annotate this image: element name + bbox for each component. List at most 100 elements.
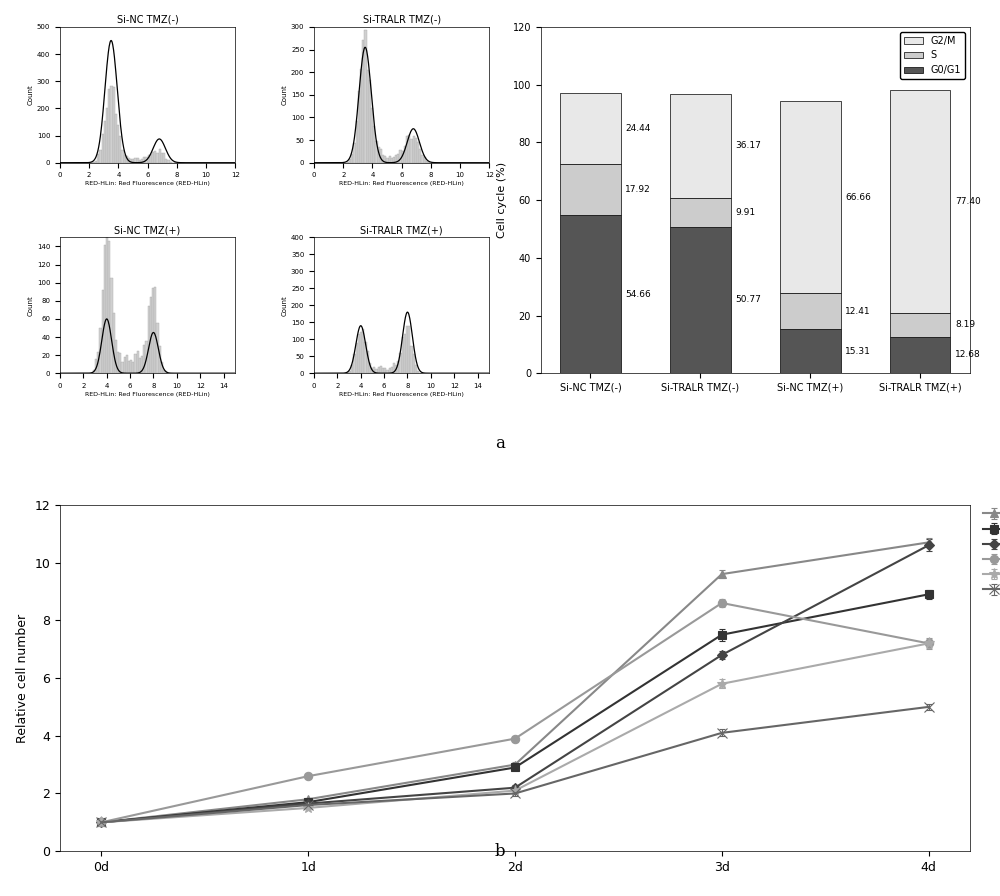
Bar	[360, 69, 362, 163]
Bar	[386, 158, 389, 163]
Bar	[141, 159, 143, 163]
Text: 66.66: 66.66	[845, 193, 871, 202]
Bar	[150, 297, 152, 374]
Bar	[406, 325, 408, 374]
Bar	[121, 150, 124, 163]
Bar	[97, 351, 99, 374]
Bar	[386, 370, 389, 374]
Bar	[413, 354, 415, 374]
Bar	[93, 370, 95, 374]
Bar	[426, 161, 428, 163]
Bar	[104, 121, 106, 163]
Bar	[134, 158, 137, 163]
Bar	[404, 334, 406, 374]
Bar	[128, 361, 130, 374]
Bar	[163, 153, 165, 163]
Bar	[156, 323, 159, 374]
Bar	[364, 341, 367, 374]
Bar	[408, 325, 410, 374]
Bar	[384, 368, 386, 374]
Bar	[369, 363, 371, 374]
Bar	[130, 159, 132, 163]
Bar	[99, 328, 102, 374]
Bar	[395, 154, 397, 163]
Bar	[143, 345, 145, 374]
Bar	[139, 358, 141, 374]
Bar	[393, 364, 395, 374]
Bar	[375, 369, 378, 374]
Y-axis label: Relative cell number: Relative cell number	[16, 614, 29, 743]
Text: 12.41: 12.41	[845, 306, 871, 315]
Bar	[399, 352, 402, 374]
Bar	[402, 151, 404, 163]
Bar	[382, 368, 384, 374]
Bar	[417, 371, 419, 374]
Bar	[415, 138, 417, 163]
Bar	[367, 71, 369, 163]
Bar	[152, 289, 154, 374]
Bar	[113, 87, 115, 163]
Bar	[126, 156, 128, 163]
Y-axis label: Count: Count	[28, 84, 34, 105]
Bar	[351, 153, 353, 163]
Bar	[384, 156, 386, 163]
Bar	[113, 313, 115, 374]
Bar	[128, 158, 130, 163]
Bar	[119, 353, 121, 374]
Bar	[417, 142, 419, 163]
X-axis label: RED-HLin: Red Fluorescence (RED-HLin): RED-HLin: Red Fluorescence (RED-HLin)	[85, 181, 210, 186]
Text: 12.68: 12.68	[955, 350, 981, 359]
Text: 36.17: 36.17	[735, 142, 761, 151]
Bar	[148, 306, 150, 374]
Text: 50.77: 50.77	[735, 296, 761, 305]
Bar	[95, 358, 97, 374]
Bar	[670, 198, 731, 227]
Bar	[397, 154, 399, 163]
Bar	[890, 90, 950, 313]
Legend: G2/M, S, G0/G1: G2/M, S, G0/G1	[900, 31, 965, 79]
Y-axis label: Count: Count	[282, 295, 288, 315]
Bar	[358, 334, 360, 374]
Bar	[393, 158, 395, 163]
Bar	[890, 313, 950, 337]
Bar	[150, 154, 152, 163]
Bar	[353, 354, 356, 374]
Bar	[395, 366, 397, 374]
X-axis label: RED-HLin: Red Fluorescence (RED-HLin): RED-HLin: Red Fluorescence (RED-HLin)	[85, 392, 210, 397]
Bar	[380, 149, 382, 163]
Bar	[106, 228, 108, 374]
Bar	[154, 151, 156, 163]
Bar	[132, 159, 134, 163]
Bar	[167, 160, 170, 163]
Bar	[148, 154, 150, 163]
Bar	[382, 156, 384, 163]
Text: 9.91: 9.91	[735, 208, 755, 217]
Bar	[106, 108, 108, 163]
Bar	[110, 278, 113, 374]
Bar	[119, 136, 121, 163]
Bar	[780, 293, 841, 329]
Bar	[380, 366, 382, 374]
Bar	[378, 147, 380, 163]
X-axis label: RED-HLin: Red Fluorescence (RED-HLin): RED-HLin: Red Fluorescence (RED-HLin)	[339, 392, 464, 397]
Bar	[143, 158, 145, 163]
Bar	[104, 245, 106, 374]
Bar	[126, 355, 128, 374]
Bar	[399, 151, 402, 163]
Text: 77.40: 77.40	[955, 197, 981, 206]
Bar	[362, 40, 364, 163]
Bar	[375, 141, 378, 163]
Bar	[165, 371, 167, 374]
Bar	[410, 139, 413, 163]
Bar	[391, 366, 393, 374]
Bar	[95, 160, 97, 163]
Bar	[419, 149, 421, 163]
Text: b: b	[495, 843, 505, 860]
Bar	[159, 149, 161, 163]
X-axis label: RED-HLin: Red Fluorescence (RED-HLin): RED-HLin: Red Fluorescence (RED-HLin)	[339, 181, 464, 186]
Bar	[670, 227, 731, 374]
Bar	[102, 290, 104, 374]
Bar	[102, 134, 104, 163]
Bar	[141, 356, 143, 374]
Bar	[154, 288, 156, 374]
